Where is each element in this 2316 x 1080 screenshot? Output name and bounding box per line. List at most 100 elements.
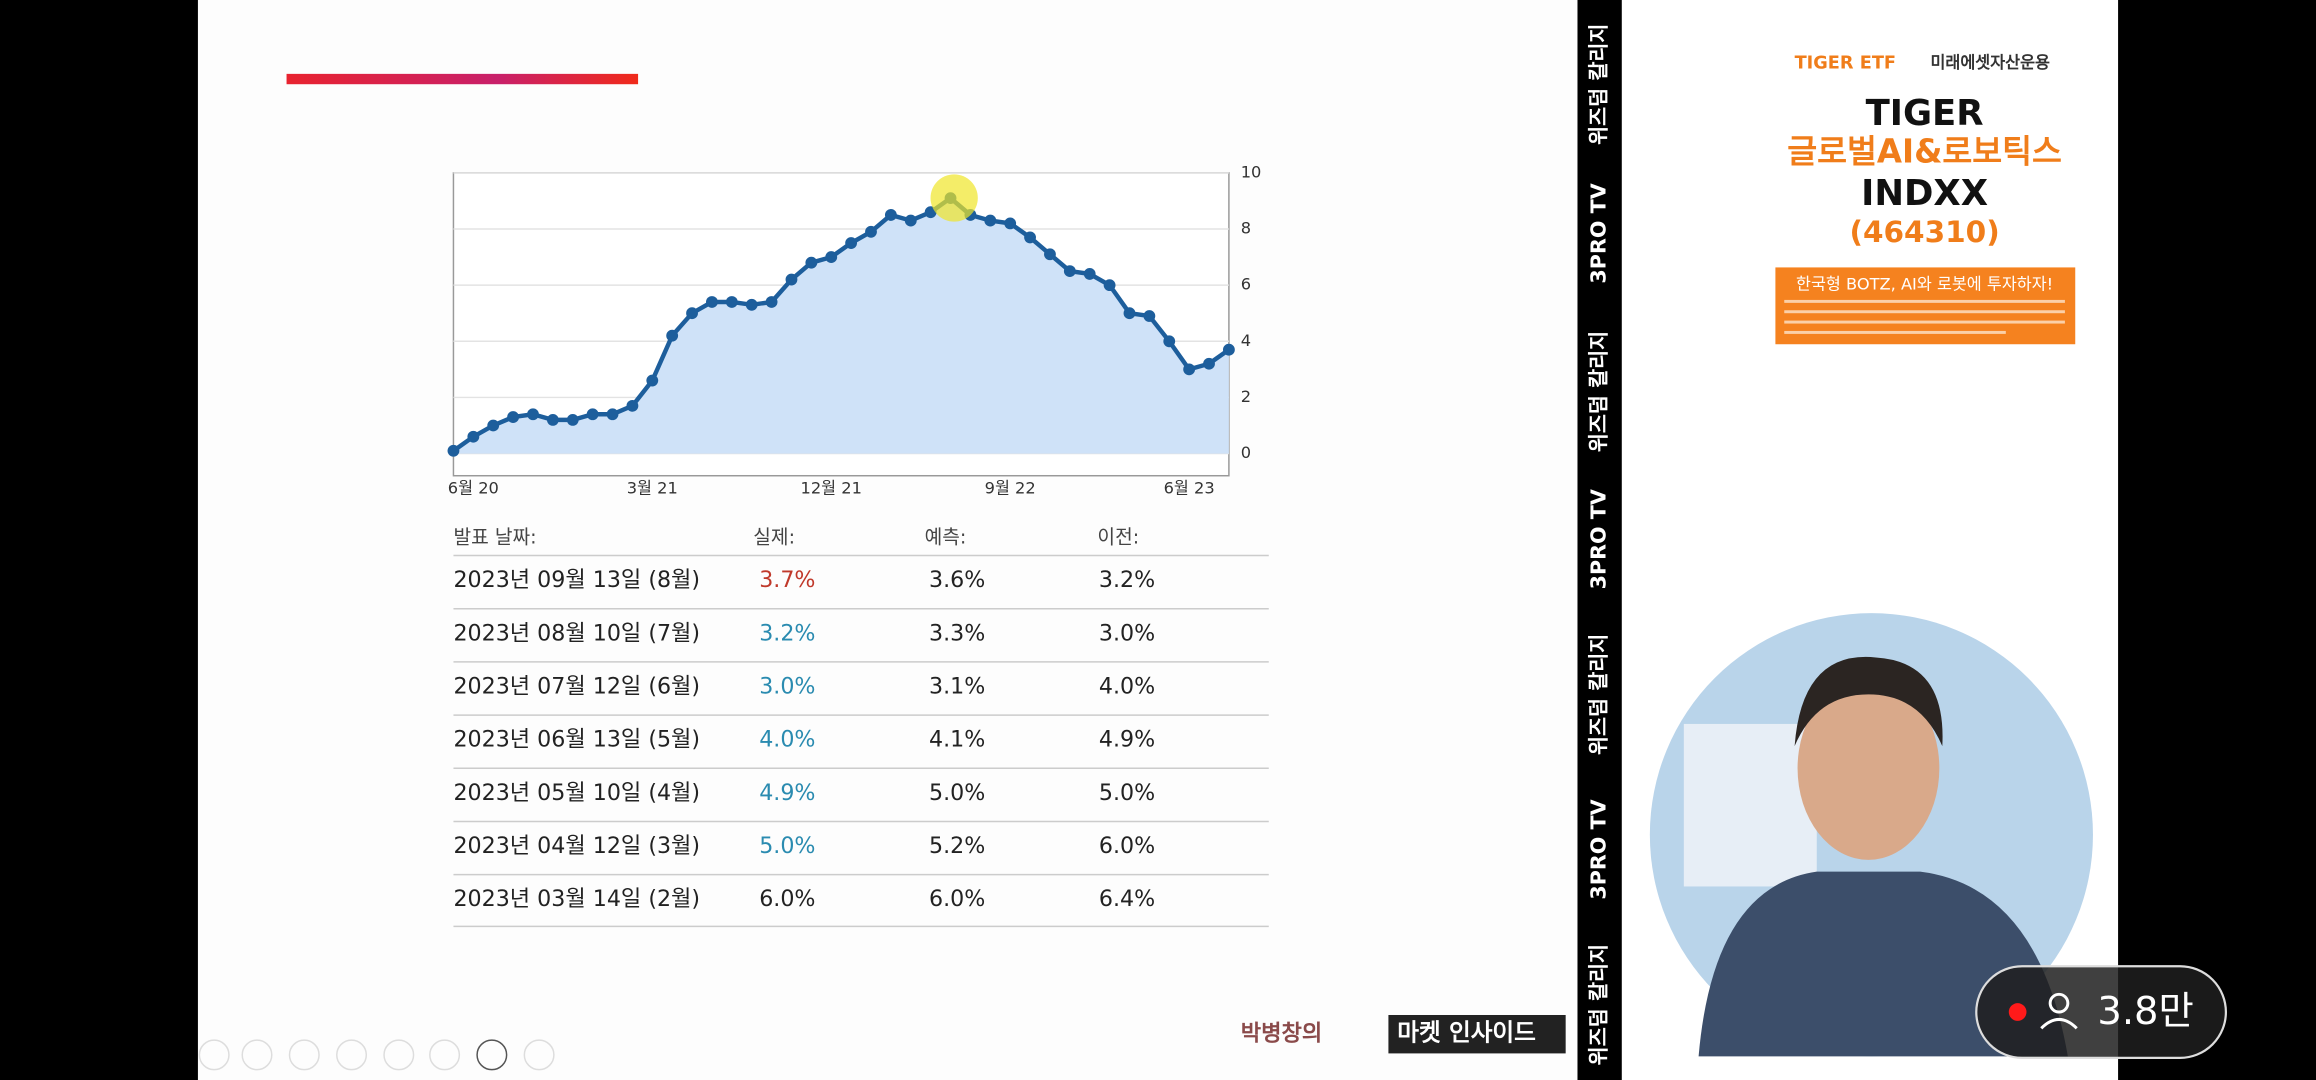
- table-cell: 2023년 07월 12일 (6월): [453, 674, 700, 700]
- table-cell: 4.0%: [1099, 674, 1155, 700]
- table-cell: 6.0%: [759, 886, 815, 912]
- ad-title: INDXX: [1861, 173, 1988, 214]
- table-cell: 6.4%: [1099, 886, 1155, 912]
- tool-icon[interactable]: [198, 1039, 230, 1071]
- point: [447, 444, 460, 457]
- chart: 0 2 4 6 8 10 6월 20 3월 21 12월 21 9월 22 6월 23: [447, 162, 1261, 498]
- person-icon: [2040, 1017, 2078, 1030]
- tool-icon[interactable]: [476, 1039, 508, 1071]
- tool-icon[interactable]: [429, 1039, 461, 1071]
- host-name: 박병창의: [1241, 1021, 1322, 1047]
- point: [626, 399, 639, 412]
- tool-icon[interactable]: [288, 1039, 320, 1071]
- point: [904, 214, 917, 227]
- table-cell: 2023년 08월 10일 (7월): [453, 620, 700, 646]
- point: [785, 273, 798, 286]
- point: [1183, 363, 1196, 376]
- point: [546, 413, 559, 426]
- point: [1063, 265, 1076, 278]
- strip-label: 위즈덤 칼리지: [1587, 24, 1611, 145]
- ad-title: TIGER: [1866, 93, 1984, 134]
- point: [566, 413, 579, 426]
- x-tick-label: 6월 20: [448, 479, 499, 498]
- tool-icon[interactable]: [241, 1039, 273, 1071]
- table-cell: 2023년 05월 10일 (4월): [453, 780, 700, 806]
- table-cell: 3.2%: [1099, 567, 1155, 593]
- flag: [1683, 723, 1817, 887]
- point: [984, 214, 997, 227]
- table-cell: 4.0%: [759, 727, 815, 753]
- point: [1163, 335, 1176, 348]
- person-head: [1797, 676, 1940, 860]
- point: [507, 411, 520, 423]
- point: [1103, 279, 1116, 292]
- y-tick-label: 6: [1241, 275, 1251, 294]
- point: [706, 296, 718, 308]
- point: [805, 256, 818, 269]
- tool-icon[interactable]: [336, 1039, 368, 1071]
- point: [1024, 231, 1036, 244]
- table-cell: 5.2%: [929, 833, 985, 859]
- point: [1123, 307, 1136, 320]
- x-tick-label: 3월 21: [627, 479, 678, 498]
- y-tick-label: 2: [1241, 387, 1251, 406]
- show-badge: [1388, 1014, 1566, 1054]
- table-cell: 5.0%: [929, 780, 985, 806]
- table-cell: 3.3%: [929, 620, 985, 646]
- strip-label: 위즈덤 칼리지: [1587, 944, 1611, 1065]
- table-header: 예측:: [925, 525, 967, 548]
- table-cell: 3.7%: [759, 567, 815, 593]
- strip-label: 위즈덤 칼리지: [1587, 634, 1611, 755]
- table-cell: 2023년 09월 13일 (8월): [453, 567, 700, 593]
- ad-slogan: 한국형 BOTZ, AI와 로봇에 투자하자!: [1796, 275, 2053, 294]
- point: [686, 307, 698, 320]
- line: [452, 195, 1231, 453]
- point: [606, 408, 619, 421]
- fine-print: [1784, 330, 2006, 334]
- cursor-highlight: [930, 174, 978, 222]
- fine-print: [1784, 299, 2065, 303]
- table-cell: 4.9%: [759, 780, 815, 806]
- viewer-pill[interactable]: [1975, 965, 2228, 1059]
- channel-strip: 위즈덤 칼리지 3PRO TV 위즈덤 칼리지 3PRO TV 위즈덤 칼리지 3PRO …: [1587, 24, 1611, 1066]
- point: [765, 296, 778, 308]
- strip-label: 3PRO TV: [1587, 799, 1611, 899]
- point: [1004, 217, 1017, 230]
- x-tick-label: 6월 23: [1164, 479, 1215, 498]
- fine-print: [1784, 320, 2065, 324]
- viewer-count: 3.8만: [2097, 989, 2193, 1034]
- table-cell: 2023년 06월 13일 (5월): [453, 727, 700, 753]
- table: 발표 날짜: 실제: 예측: 이전: 2023년 09월 13일 (8월) 3.7% 3.6…: [453, 525, 1269, 928]
- point: [1203, 357, 1215, 370]
- ad-title: 글로벌AI&로보틱스: [1787, 133, 2062, 171]
- point: [884, 209, 897, 221]
- point: [1044, 248, 1056, 261]
- tool-icon[interactable]: [383, 1039, 415, 1071]
- point: [865, 225, 877, 238]
- point: [745, 298, 758, 311]
- person-icon: [2048, 992, 2070, 1014]
- ad-company: 미래에셋자산운용: [1930, 53, 2050, 72]
- live-dot: [2008, 1003, 2027, 1021]
- table-cell: 3.2%: [759, 620, 815, 646]
- point: [845, 237, 858, 249]
- table-header: 이전:: [1097, 525, 1139, 548]
- x-tick-label: 9월 22: [985, 479, 1036, 498]
- ad-brand: TIGER ETF: [1795, 54, 1896, 74]
- table-cell: 2023년 04월 12일 (3월): [453, 833, 700, 859]
- overlay: 박병창의 마켓 인사이드 3.8만: [1241, 965, 2228, 1059]
- x-tick-label: 12월 21: [801, 479, 862, 498]
- tool-icon[interactable]: [523, 1039, 555, 1071]
- table-header: 실제:: [753, 525, 795, 548]
- point: [666, 329, 679, 342]
- table-cell: 4.1%: [929, 727, 985, 753]
- accent-bar: [286, 73, 639, 85]
- strip-label: 3PRO TV: [1587, 489, 1611, 589]
- slide: [197, 0, 1578, 1080]
- table-cell: 6.0%: [1099, 833, 1155, 859]
- table-cell: 2023년 03월 14일 (2월): [453, 886, 700, 912]
- table-cell: 5.0%: [1099, 780, 1155, 806]
- y-tick-label: 4: [1241, 331, 1251, 350]
- ad: TIGER ETF 미래에셋자산운용 TIGER 글로벌AI&로보틱스 INDX…: [1775, 53, 2076, 345]
- point: [467, 430, 480, 443]
